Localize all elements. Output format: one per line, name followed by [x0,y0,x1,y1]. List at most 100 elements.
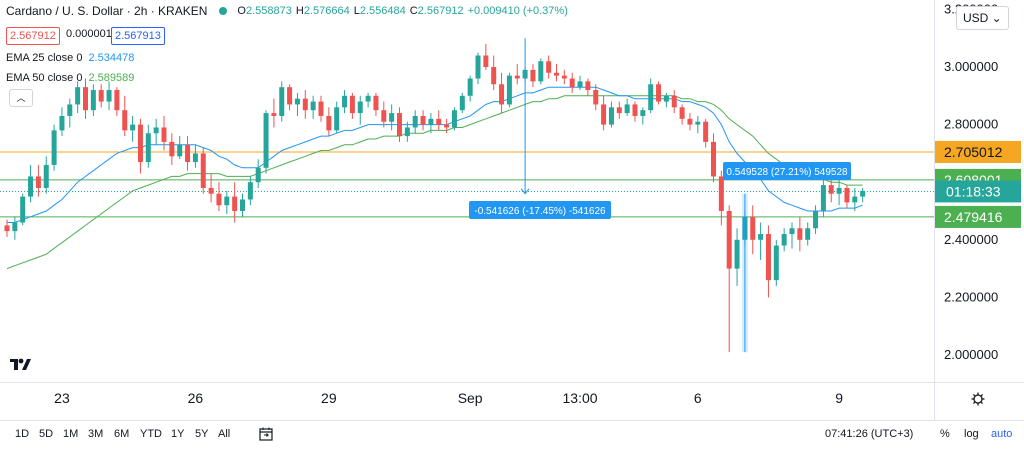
candle [616,101,622,119]
candle [506,72,512,108]
candle [169,133,175,165]
candle-body [389,113,395,122]
candle-body [192,153,198,163]
candle [397,107,402,142]
candle [758,222,764,260]
candle [255,159,261,188]
candle-body [679,107,685,119]
close-label: C [409,5,418,17]
candle [404,121,410,142]
range-5y-button[interactable]: 5Y [195,428,209,440]
candle [192,144,198,168]
candle [663,92,669,108]
gear-ring [973,394,983,404]
currency-select[interactable]: USD ⌄ [956,6,1009,30]
x-tick-label: 26 [188,390,204,406]
clock-time[interactable]: 07:41:26 (UTC+3) [825,428,914,440]
candle [836,179,842,206]
range-1m-button[interactable]: 1M [63,428,79,440]
candle-body [397,113,402,137]
candle-body [860,190,866,197]
auto-scale-toggle[interactable]: auto [991,428,1013,440]
axis-settings-gear-icon[interactable] [971,392,985,406]
candle [538,58,544,85]
candle [83,78,88,119]
percent-scale-toggle[interactable]: % [940,428,950,440]
log-scale-toggle[interactable]: log [964,428,979,440]
tradingview-logo-icon[interactable] [8,354,32,374]
candle [711,133,716,183]
candle-body [279,87,285,116]
indicator-ema50[interactable]: EMA 50 close 0 2.589589 [6,72,134,84]
candle-body [169,141,175,157]
candle-body [4,225,10,232]
candle-body [185,144,191,163]
range-1d-button[interactable]: 1D [15,428,30,440]
candle-body [420,115,426,125]
symbol-title[interactable]: Cardano / U. S. Dollar · 2h · KRAKEN [6,4,208,18]
candle [554,64,559,82]
range-6m-button[interactable]: 6M [114,428,130,440]
candle-body [114,90,120,111]
candle [51,124,57,171]
candle-body [616,107,622,114]
candle-body [200,153,206,188]
candle [310,95,316,119]
candle-body [20,196,26,223]
x-tick-label: Sep [458,390,483,406]
candle [577,75,583,91]
candle-body [216,193,222,206]
candle [35,164,41,197]
candle-body [90,90,96,111]
candle [860,187,866,203]
chart-svg[interactable]: -0.541626 (-17.45%) -541626 0.549528 (27.… [0,0,1024,420]
candle-body [836,187,842,194]
candle-body [373,95,379,111]
candle-body [365,95,371,102]
x-tick-label: 29 [321,390,337,406]
range-5d-button[interactable]: 5D [39,428,54,440]
range-ytd-button[interactable]: YTD [140,428,162,440]
countdown-bg [935,180,1021,203]
candle [326,107,332,137]
range-all-button[interactable]: All [218,428,231,440]
candle-body [718,176,724,211]
measure-down-arrow [520,188,530,195]
candle-body [475,55,481,79]
candle-body [687,118,693,125]
candle-body [781,234,787,246]
indicator-ema25[interactable]: EMA 25 close 0 2.534478 [6,52,134,64]
y-tick-label: 2.200000 [944,289,998,304]
goto-date-calendar-icon[interactable] [258,426,274,445]
candle [90,84,96,116]
candle [444,118,450,134]
candle [130,115,136,142]
candle [349,92,355,119]
candle-body [59,115,65,131]
candle [114,87,120,116]
indicator-ema25-value: 2.534478 [88,52,135,64]
candle [177,136,183,160]
buy-price-box[interactable]: 2.567913 [111,27,165,45]
candle-body [43,164,49,188]
candle-body [624,104,630,114]
candle-body [208,187,214,194]
candle [153,118,159,145]
range-1y-button[interactable]: 1Y [171,428,185,440]
candle [632,101,638,122]
collapse-legend-chevron-icon[interactable]: ︿ [9,89,33,107]
measure-up-label-bg [723,162,851,180]
candle [232,182,238,223]
x-tick-label: 9 [835,390,843,406]
candle [20,193,26,226]
candle [608,101,614,128]
candle-body [263,113,269,168]
candle-body [122,110,128,131]
candle-body [467,78,473,96]
candle [381,101,387,128]
range-3m-button[interactable]: 3M [88,428,104,440]
measure-down-label: -0.541626 (-17.45%) -541626 [469,201,611,219]
sell-price-box[interactable]: 2.567912 [6,27,60,45]
gear-tooth [980,393,984,397]
